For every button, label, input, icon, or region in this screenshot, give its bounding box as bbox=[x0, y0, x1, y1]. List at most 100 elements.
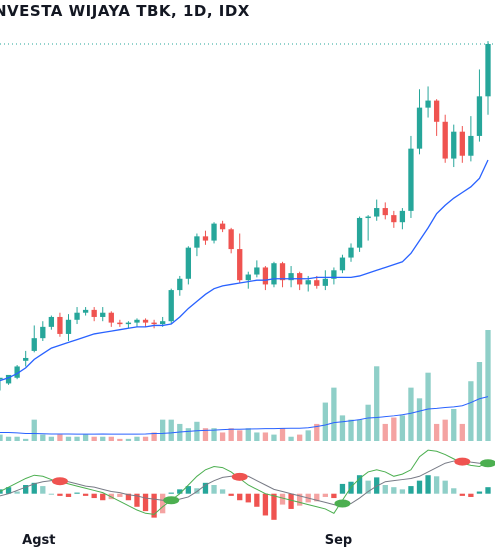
volume-bar bbox=[425, 372, 431, 441]
volume-bar bbox=[168, 419, 174, 441]
candle-body bbox=[399, 210, 406, 223]
candle bbox=[142, 318, 149, 327]
candle bbox=[108, 311, 114, 327]
candle bbox=[476, 69, 483, 142]
macd-histogram-bar bbox=[5, 487, 12, 494]
macd-histogram-bar bbox=[459, 493, 465, 496]
volume-bar bbox=[134, 436, 140, 441]
candle-body bbox=[254, 267, 260, 275]
candle-body bbox=[125, 322, 132, 325]
macd-histogram-bar bbox=[425, 475, 431, 494]
macd-histogram-bar bbox=[74, 492, 80, 494]
volume-bar bbox=[271, 434, 277, 441]
volume-bar bbox=[40, 434, 46, 441]
volume-bar bbox=[160, 419, 166, 441]
macd-histogram-bar bbox=[0, 489, 3, 494]
candle bbox=[219, 220, 226, 233]
macd-histogram-bar bbox=[202, 482, 209, 494]
macd-histogram-bar bbox=[40, 486, 46, 494]
candle-body bbox=[151, 322, 157, 325]
candle bbox=[348, 243, 354, 262]
volume-bar bbox=[219, 432, 226, 441]
candle-body bbox=[57, 316, 63, 334]
macd-histogram-bar bbox=[82, 493, 89, 496]
candle bbox=[331, 267, 337, 285]
candle-body bbox=[348, 247, 354, 258]
macd-crossover-marker bbox=[480, 459, 495, 468]
candle-body bbox=[322, 278, 328, 286]
macd-histogram-bar bbox=[177, 489, 183, 494]
macd-histogram-bar bbox=[211, 485, 217, 494]
macd-histogram-bar bbox=[134, 493, 140, 507]
macd-histogram-bar bbox=[416, 480, 423, 494]
candle-body bbox=[279, 263, 286, 281]
candle-body bbox=[31, 338, 37, 351]
price-ma-line bbox=[0, 159, 489, 382]
volume-bar bbox=[262, 432, 269, 441]
candle bbox=[451, 124, 457, 168]
macd-histogram-bar bbox=[23, 485, 29, 494]
candle-body bbox=[202, 236, 209, 241]
candle bbox=[40, 321, 46, 341]
candle-body bbox=[5, 374, 12, 384]
volume-bar bbox=[416, 398, 423, 441]
macd-histogram-bar bbox=[339, 483, 346, 494]
volume-bar bbox=[202, 428, 209, 441]
candle-body bbox=[160, 321, 166, 325]
macd-histogram-bar bbox=[237, 493, 243, 501]
volume-bar bbox=[82, 434, 89, 441]
volume-bar bbox=[279, 428, 286, 441]
candle-body bbox=[451, 131, 457, 159]
candle-body bbox=[48, 316, 55, 327]
macd-histogram-bar bbox=[451, 488, 457, 494]
volume-ma-line bbox=[0, 396, 489, 435]
candle bbox=[279, 261, 286, 288]
candle bbox=[459, 126, 465, 163]
volume-bar bbox=[408, 387, 414, 441]
macd-histogram-bar bbox=[262, 493, 269, 516]
candle bbox=[31, 325, 37, 353]
candle bbox=[416, 89, 423, 155]
candle bbox=[365, 215, 371, 241]
volume-bar bbox=[228, 428, 234, 441]
candle bbox=[177, 275, 183, 296]
candle bbox=[391, 210, 397, 228]
macd-crossover-marker bbox=[163, 496, 180, 505]
candle bbox=[288, 266, 294, 288]
volume-bar bbox=[74, 436, 80, 441]
candle-body bbox=[142, 319, 149, 323]
candle-body bbox=[365, 216, 371, 219]
x-tick-label: Sep bbox=[325, 533, 353, 548]
candle bbox=[117, 319, 123, 327]
candle-body bbox=[314, 280, 320, 286]
volume-bar bbox=[65, 436, 72, 441]
macd-histogram-bar bbox=[125, 493, 132, 501]
candle bbox=[65, 314, 72, 341]
volume-bar bbox=[339, 415, 346, 441]
volume-bar bbox=[57, 434, 63, 441]
candle-body bbox=[391, 215, 397, 223]
volume-bar bbox=[399, 415, 406, 441]
candle bbox=[485, 41, 491, 115]
volume-bar bbox=[433, 423, 440, 441]
candle bbox=[408, 135, 414, 218]
volume-bar bbox=[305, 430, 311, 441]
volume-bar bbox=[151, 432, 157, 441]
macd-histogram-bar bbox=[433, 476, 440, 494]
volume-bar bbox=[314, 423, 320, 441]
candle-body bbox=[433, 100, 440, 122]
macd-histogram-bar bbox=[399, 489, 406, 494]
candle-body bbox=[245, 274, 251, 281]
candle bbox=[48, 315, 55, 330]
volume-bar bbox=[48, 436, 55, 441]
candle bbox=[382, 202, 388, 220]
candle bbox=[228, 227, 234, 254]
candle bbox=[202, 230, 209, 245]
candle bbox=[468, 116, 474, 162]
candle bbox=[433, 99, 440, 136]
candle bbox=[314, 275, 320, 289]
candle bbox=[0, 377, 3, 391]
candle-body bbox=[331, 270, 337, 279]
candle-body bbox=[74, 312, 80, 320]
